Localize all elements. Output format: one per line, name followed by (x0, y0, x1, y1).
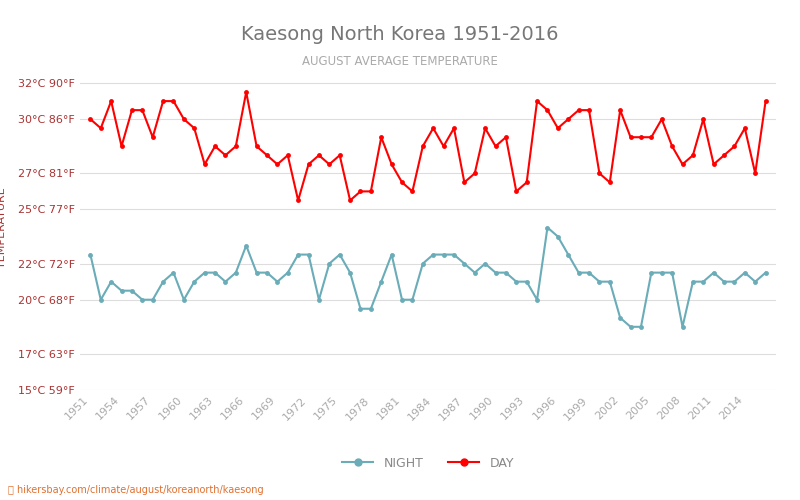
Y-axis label: TEMPERATURE: TEMPERATURE (0, 187, 7, 268)
Text: AUGUST AVERAGE TEMPERATURE: AUGUST AVERAGE TEMPERATURE (302, 55, 498, 68)
Legend: NIGHT, DAY: NIGHT, DAY (337, 452, 519, 475)
Text: Kaesong North Korea 1951-2016: Kaesong North Korea 1951-2016 (242, 25, 558, 44)
Text: 🌡 hikersbay.com/climate/august/koreanorth/kaesong: 🌡 hikersbay.com/climate/august/koreanort… (8, 485, 264, 495)
